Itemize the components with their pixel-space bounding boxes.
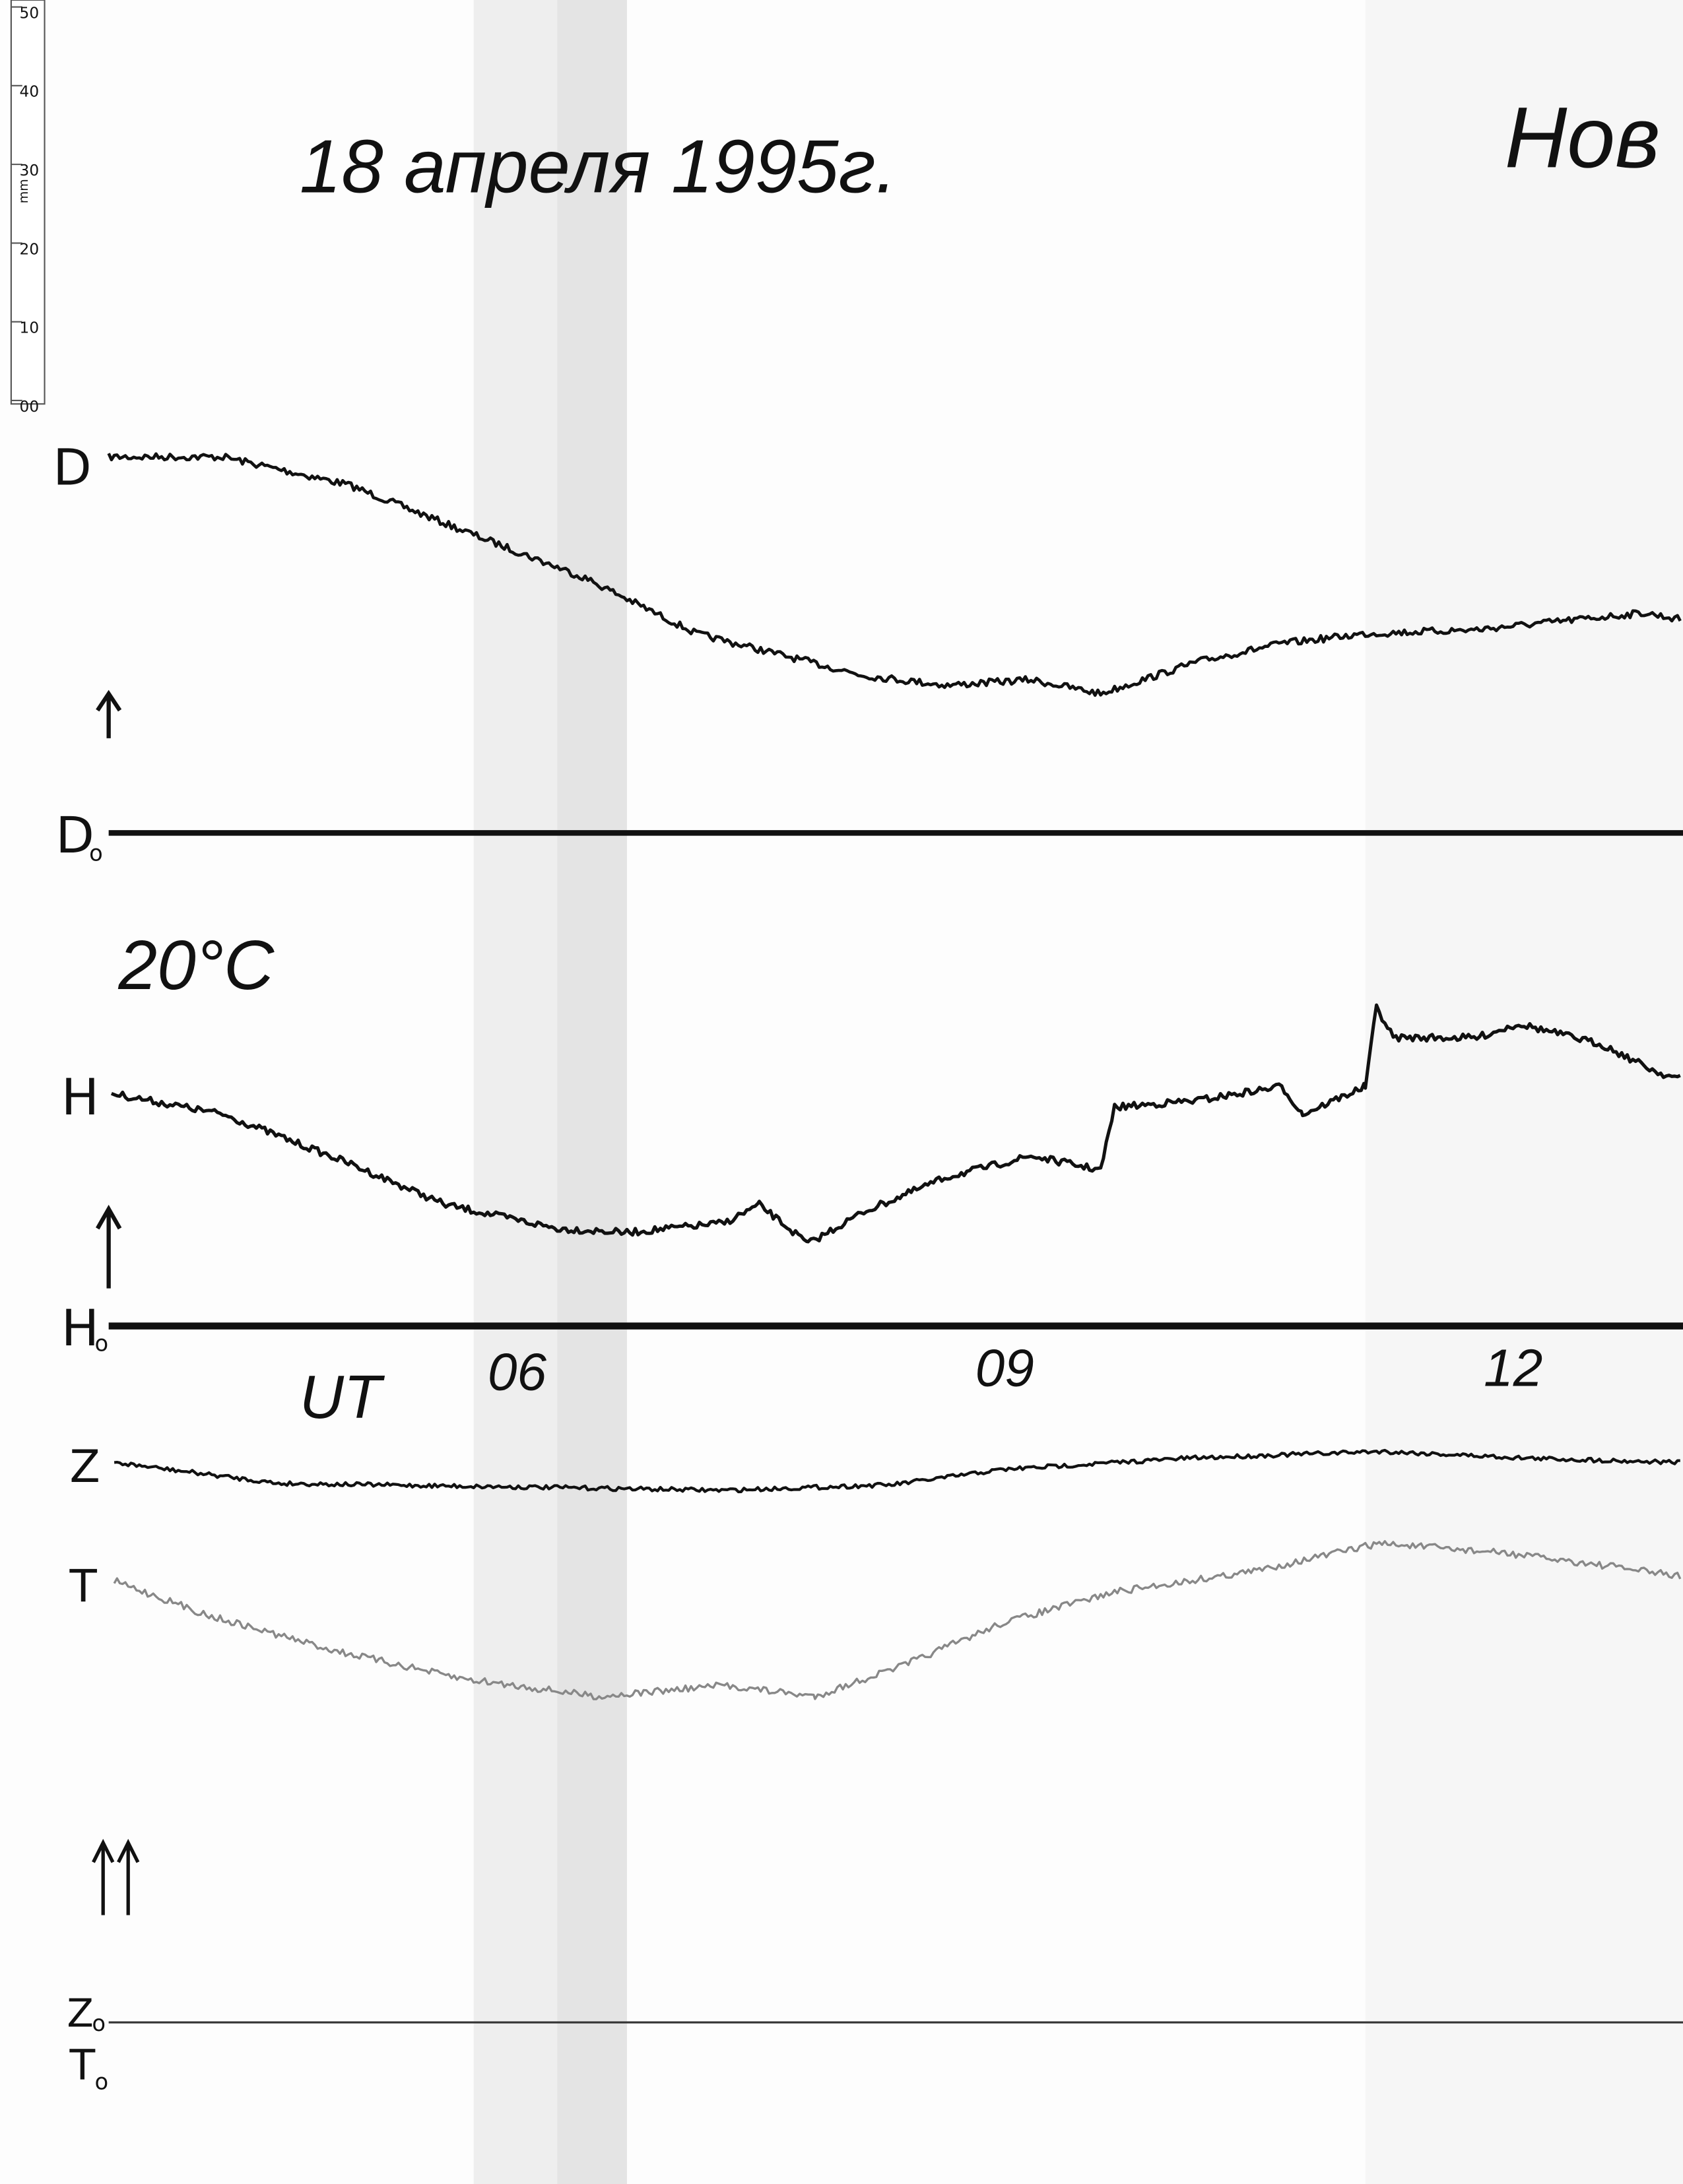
time-label: UT — [300, 1363, 385, 1431]
scan-band — [557, 0, 627, 2184]
baseline-sub: o — [95, 2069, 109, 2094]
baseline-label: Z — [67, 1990, 93, 2036]
ruler-label: 50 — [20, 4, 40, 22]
ruler-label: 40 — [20, 83, 40, 101]
trace — [113, 1540, 1682, 1700]
channel-label: Z — [70, 1440, 100, 1493]
temperature: 20°C — [117, 926, 275, 1004]
baseline-label: H — [61, 1299, 99, 1357]
ruler-label: 30 — [20, 162, 40, 179]
ruler-label: 20 — [20, 240, 40, 258]
hour-label: 09 — [975, 1337, 1034, 1397]
hour-label: 12 — [1484, 1337, 1542, 1397]
baseline-sub: o — [89, 841, 103, 866]
baseline-label: D — [55, 806, 94, 864]
baseline-label: T — [69, 2041, 96, 2090]
arrow — [96, 1204, 122, 1289]
ruler-unit: mm — [16, 179, 31, 203]
arrow — [96, 690, 122, 738]
baseline-sub: o — [92, 2010, 106, 2036]
baseline-sub: o — [95, 1331, 109, 1357]
channel-label: T — [69, 1560, 98, 1613]
channel-label: H — [61, 1068, 99, 1126]
ruler — [10, 0, 46, 405]
hour-label: 06 — [488, 1342, 547, 1401]
scan-band — [1365, 0, 1683, 2184]
ruler-label: 10 — [20, 319, 40, 337]
station: Нов — [1505, 89, 1661, 185]
trace — [114, 1448, 1680, 1494]
channel-label: D — [53, 438, 92, 497]
title: 18 апреля 1995г. — [300, 125, 897, 209]
arrow — [92, 1838, 140, 1915]
trace — [107, 452, 1682, 697]
trace — [110, 1003, 1681, 1244]
ruler-label: 00 — [20, 398, 40, 416]
